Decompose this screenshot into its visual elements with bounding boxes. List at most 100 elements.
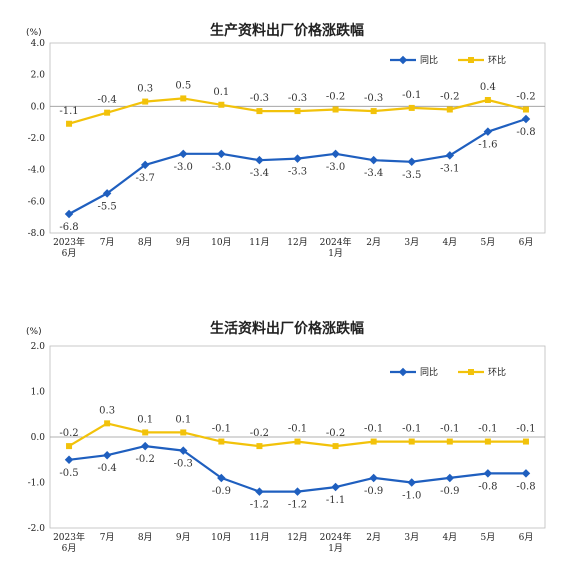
data-label-yoy: -0.9 bbox=[364, 486, 383, 497]
y-tick-label: 2.0 bbox=[31, 71, 46, 81]
data-point-mom bbox=[180, 95, 187, 102]
data-point-mom bbox=[142, 429, 149, 436]
data-point-yoy bbox=[445, 473, 455, 483]
data-label-yoy: -0.4 bbox=[97, 463, 116, 474]
legend-label: 环比 bbox=[488, 54, 506, 66]
y-unit-label: (%) bbox=[26, 28, 42, 38]
data-label-mom: -0.2 bbox=[250, 428, 269, 439]
data-point-mom bbox=[256, 443, 263, 450]
data-label-mom: -0.2 bbox=[516, 92, 535, 103]
x-tick-label: 11月 bbox=[249, 532, 269, 543]
data-point-yoy bbox=[255, 487, 264, 496]
data-point-mom bbox=[104, 109, 111, 116]
x-tick-label: 12月 bbox=[287, 532, 307, 543]
data-label-yoy: -0.8 bbox=[516, 481, 535, 492]
x-tick-label: 2月 bbox=[366, 237, 381, 248]
data-label-yoy: -3.4 bbox=[364, 168, 383, 179]
chart-title: 生产资料出厂价格涨跌幅 bbox=[210, 23, 364, 39]
data-label-mom: 0.1 bbox=[175, 414, 191, 425]
data-point-mom bbox=[66, 120, 73, 127]
data-label-yoy: -3.0 bbox=[212, 162, 231, 173]
data-label-yoy: -0.5 bbox=[59, 468, 78, 479]
data-point-yoy bbox=[179, 149, 188, 159]
chart-title: 生活资料出厂价格涨跌幅 bbox=[210, 321, 364, 337]
x-tick-label: 2023年 6月 bbox=[53, 236, 85, 259]
x-tick-label: 2024年 1月 bbox=[320, 531, 352, 554]
data-label-yoy: -0.3 bbox=[174, 459, 193, 470]
y-tick-label: 4.0 bbox=[31, 39, 46, 49]
data-point-yoy bbox=[445, 151, 455, 160]
data-point-mom bbox=[446, 438, 453, 445]
data-label-mom: -0.1 bbox=[516, 424, 535, 435]
data-point-mom bbox=[484, 97, 491, 103]
data-point-mom bbox=[522, 106, 529, 113]
data-label-mom: -0.1 bbox=[402, 90, 421, 101]
data-point-yoy bbox=[102, 450, 112, 460]
plot-frame bbox=[49, 42, 546, 234]
data-point-yoy bbox=[217, 149, 226, 159]
data-point-mom bbox=[370, 438, 377, 445]
data-point-yoy bbox=[369, 473, 378, 483]
data-label-yoy: -1.0 bbox=[402, 491, 421, 502]
data-label-yoy: -0.9 bbox=[212, 486, 231, 497]
data-point-mom bbox=[446, 106, 453, 113]
data-point-yoy bbox=[483, 127, 493, 136]
data-point-yoy bbox=[331, 482, 340, 492]
legend-label: 同比 bbox=[420, 54, 438, 66]
y-tick-label: 0.0 bbox=[31, 102, 46, 112]
x-tick-label: 10月 bbox=[211, 237, 231, 248]
data-label-yoy: -3.4 bbox=[250, 168, 269, 179]
data-point-yoy bbox=[521, 469, 531, 478]
data-label-yoy: -1.1 bbox=[326, 495, 345, 506]
x-tick-label: 5月 bbox=[481, 237, 496, 248]
data-point-yoy bbox=[64, 209, 74, 219]
data-point-mom bbox=[180, 429, 187, 436]
data-point-mom bbox=[218, 438, 225, 445]
data-point-yoy bbox=[483, 469, 493, 478]
data-point-mom bbox=[522, 438, 529, 445]
data-label-mom: -0.3 bbox=[288, 93, 307, 104]
data-label-mom: 0.3 bbox=[99, 405, 115, 416]
data-point-mom bbox=[294, 108, 301, 115]
legend-marker bbox=[468, 57, 474, 63]
data-label-mom: -0.4 bbox=[97, 95, 116, 106]
data-point-yoy bbox=[217, 473, 226, 483]
data-label-yoy: -6.8 bbox=[59, 222, 78, 233]
x-tick-label: 7月 bbox=[100, 532, 115, 543]
data-label-mom: -0.1 bbox=[478, 424, 497, 435]
data-label-mom: 0.3 bbox=[137, 84, 153, 95]
data-label-mom: -0.3 bbox=[364, 93, 383, 104]
data-label-yoy: -3.7 bbox=[136, 173, 155, 184]
data-label-yoy: -1.2 bbox=[250, 500, 269, 511]
chart-plot: 4.0 2.0 0.0 -2.0 -4.0 -6.0 -8.0 2023年 6月 7月 8月 9月 10… bbox=[28, 39, 546, 259]
y-tick-label: -4.0 bbox=[28, 166, 46, 176]
data-label-yoy: -0.8 bbox=[478, 481, 497, 492]
y-tick-label: -1.0 bbox=[28, 479, 46, 489]
data-point-yoy bbox=[140, 441, 150, 451]
x-tick-label: 8月 bbox=[138, 532, 153, 543]
x-tick-label: 5月 bbox=[481, 532, 496, 543]
x-tick-label: 2月 bbox=[366, 532, 381, 543]
x-tick-label: 12月 bbox=[287, 237, 307, 248]
x-tick-label: 2024年 1月 bbox=[320, 236, 352, 259]
data-point-yoy bbox=[331, 149, 340, 159]
y-tick-label: -6.0 bbox=[28, 197, 46, 207]
x-tick-label: 6月 bbox=[519, 532, 534, 543]
data-point-yoy bbox=[255, 155, 264, 165]
data-point-yoy bbox=[102, 189, 112, 198]
data-label-yoy: -5.5 bbox=[97, 201, 116, 212]
x-tick-label: 7月 bbox=[100, 237, 115, 248]
chart-producer-goods: 生产资料出厂价格涨跌幅 (%) 4.0 2.0 0.0 -2.0 -4.0 -6.0 -8.… bbox=[0, 0, 574, 270]
data-point-mom bbox=[370, 108, 377, 115]
data-label-mom: 0.1 bbox=[137, 414, 153, 425]
data-label-mom: -0.1 bbox=[364, 424, 383, 435]
data-point-mom bbox=[484, 438, 491, 445]
data-label-mom: -0.1 bbox=[212, 424, 231, 435]
x-tick-label: 6月 bbox=[519, 237, 534, 248]
x-tick-label: 4月 bbox=[442, 532, 457, 543]
data-point-yoy bbox=[140, 160, 150, 170]
data-point-yoy bbox=[293, 487, 302, 496]
data-point-mom bbox=[332, 106, 339, 113]
y-tick-label: 2.0 bbox=[31, 342, 46, 352]
data-label-mom: -0.2 bbox=[326, 428, 345, 439]
